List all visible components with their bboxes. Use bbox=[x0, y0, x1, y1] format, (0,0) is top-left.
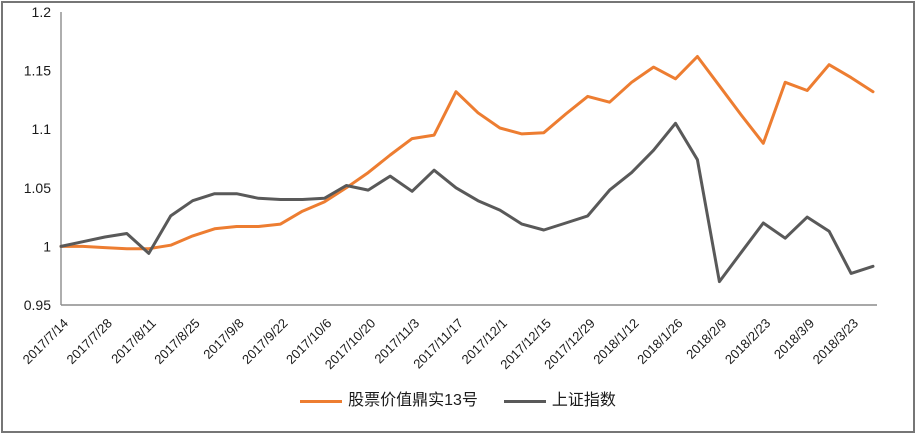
y-tick-label: 1.15 bbox=[24, 63, 51, 79]
y-tick-label: 1.1 bbox=[32, 121, 52, 137]
index-series-line bbox=[59, 121, 875, 284]
x-tick-label: 2017/9/22 bbox=[239, 316, 291, 368]
x-tick-label: 2018/1/26 bbox=[634, 316, 686, 368]
x-tick-label: 2017/8/25 bbox=[151, 316, 203, 368]
legend-item-index: 上证指数 bbox=[503, 391, 616, 411]
fund-series-swatch bbox=[300, 399, 343, 403]
fund-series-line bbox=[59, 55, 875, 251]
x-tick-label: 2017/8/11 bbox=[108, 316, 159, 367]
index-series-label: 上证指数 bbox=[551, 392, 616, 409]
x-tick-label: 2018/3/23 bbox=[810, 316, 862, 368]
y-tick-label: 1.2 bbox=[32, 4, 52, 20]
x-tick-label: 2017/7/28 bbox=[64, 316, 116, 368]
x-tick-label: 2017/7/14 bbox=[20, 316, 72, 368]
x-tick-label: 2018/2/23 bbox=[722, 316, 774, 368]
y-tick-label: 0.95 bbox=[24, 297, 51, 313]
y-tick-label: 1.05 bbox=[24, 180, 51, 196]
x-tick-label: 2018/1/12 bbox=[590, 316, 642, 368]
fund-series-label: 股票价值鼎实13号 bbox=[348, 392, 478, 409]
y-tick-label: 1 bbox=[43, 238, 51, 254]
index-series-swatch bbox=[503, 399, 546, 403]
legend: 股票价值鼎实13号 上证指数 bbox=[0, 391, 916, 411]
legend-item-fund: 股票价值鼎实13号 bbox=[300, 391, 478, 411]
